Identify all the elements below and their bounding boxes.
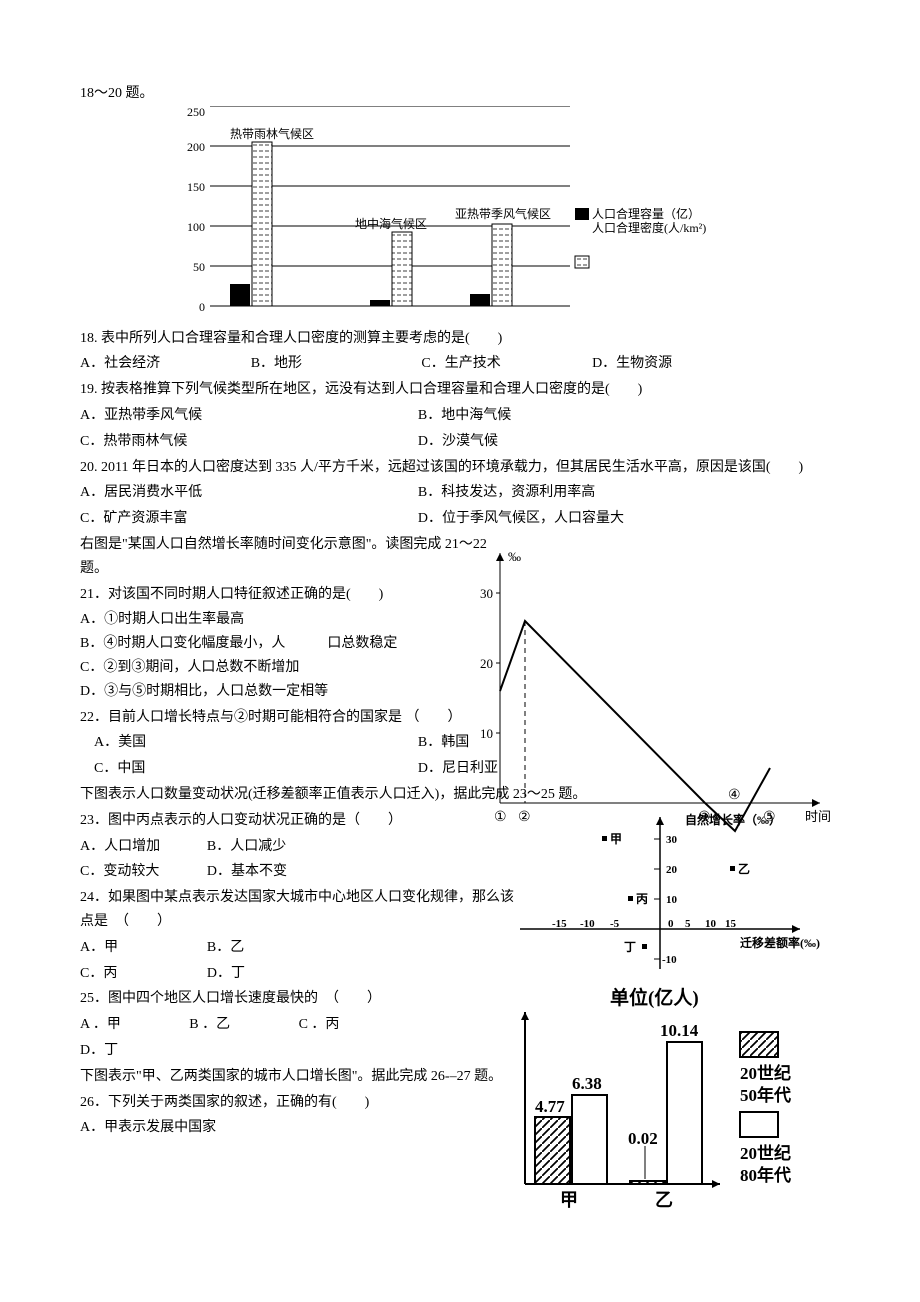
svg-text:人口合理密度(人/km²): 人口合理密度(人/km²) [592,220,706,235]
q20-options: A．居民消费水平低 B．科技发达，资源利用率高 [80,481,840,505]
svg-text:0: 0 [668,918,674,930]
svg-text:热带雨林气候区: 热带雨林气候区 [230,126,314,141]
svg-text:丙: 丙 [636,892,648,906]
svg-text:30: 30 [666,834,678,846]
q24-stem: 24．如果图中某点表示发达国家大城市中心地区人口变化规律，那么该点是 （ ） [80,886,521,934]
svg-text:80年代: 80年代 [740,1165,791,1185]
svg-text:10: 10 [705,918,717,930]
q25-opt-d[interactable]: D．丁 [80,1039,521,1063]
q21-opt-b[interactable]: B．④时期人口变化幅度最小，人 口总数稳定 [80,632,498,656]
svg-text:乙: 乙 [655,1190,673,1210]
svg-text:单位(亿人): 单位(亿人) [610,986,699,1009]
q21-stem: 21．对该国不同时期人口特征叙述正确的是( ) [80,583,498,607]
q22-stem: 22．目前人口增长特点与②时期可能相符合的国家是 （ ） [80,706,498,730]
svg-text:-10: -10 [580,918,595,930]
q25-options: A ．甲 B ．乙 C ．丙 [80,1013,521,1037]
q26-stem: 26．下列关于两类国家的叙述，正确的有( ) [80,1091,521,1115]
svg-text:4.77: 4.77 [535,1097,565,1116]
svg-text:30: 30 [480,586,493,601]
q21-opt-a[interactable]: A．①时期人口出生率最高 [80,608,498,632]
svg-text:迁移差额率(‰): 迁移差额率(‰) [740,935,820,950]
svg-text:5: 5 [685,918,691,930]
block-21-22: ‰ 时间 10 20 30 ① ② ③ ④ ⑤ 右图是"某国人口自然增长率随时间… [80,533,840,729]
q21-opt-d[interactable]: D．③与⑤时期相比，人口总数一定相等 [80,680,498,704]
svg-text:20: 20 [480,656,493,671]
svg-text:-10: -10 [662,954,677,966]
svg-text:甲: 甲 [560,1190,578,1210]
chart-climate-capacity: 0 50 100 150 200 250 热带雨林气候区 地中海气候区 亚热带季… [170,106,840,335]
svg-text:乙: 乙 [738,862,750,876]
q19-options: A．亚热带季风气候 B．地中海气候 [80,404,840,428]
q23-stem: 23．图中丙点表示的人口变动状况正确的是（ ） [80,809,521,833]
svg-text:150: 150 [187,180,205,194]
q23-opt-c[interactable]: C．变动较大 [80,860,203,884]
q20-opt-a[interactable]: A．居民消费水平低 [80,481,414,505]
q20-opt-d[interactable]: D．位于季风气候区，人口容量大 [418,507,752,531]
svg-text:‰: ‰ [508,549,521,564]
svg-text:10.14: 10.14 [660,1021,699,1040]
svg-text:0.02: 0.02 [628,1129,658,1148]
svg-text:100: 100 [187,220,205,234]
q25-stem: 25．图中四个地区人口增长速度最快的 （ ） [80,987,521,1011]
svg-text:0: 0 [199,300,205,314]
svg-text:20: 20 [666,864,678,876]
q24-opt-b[interactable]: B．乙 [207,936,330,960]
q18-opt-d[interactable]: D．生物资源 [592,352,759,376]
q23-opt-a[interactable]: A．人口增加 [80,835,203,859]
block-23-27: 自然增长率（‰） 迁移差额率(‰) -15 -10 -5 05 10 15 10 20 30… [80,809,840,1140]
q19-opt-c[interactable]: C．热带雨林气候 [80,430,414,454]
q19-opt-a[interactable]: A．亚热带季风气候 [80,404,414,428]
svg-text:④: ④ [728,788,741,803]
q20-stem: 20. 2011 年日本的人口密度达到 335 人/平方千米，远超过该国的环境承… [80,456,840,480]
svg-text:20世纪: 20世纪 [740,1143,791,1163]
q22-opt-a[interactable]: A．美国 [80,731,414,755]
q18-opt-b[interactable]: B．地形 [251,352,418,376]
q25-opt-b[interactable]: B ．乙 [189,1013,295,1037]
svg-text:10: 10 [666,894,678,906]
q19-stem: 19. 按表格推算下列气候类型所在地区，远没有达到人口合理容量和合理人口密度的是… [80,378,840,402]
q21-opt-c[interactable]: C．②到③期间，人口总数不断增加 [80,656,498,680]
q20-opt-c[interactable]: C．矿产资源丰富 [80,507,414,531]
q22-opt-c[interactable]: C．中国 [80,757,414,781]
svg-text:甲: 甲 [610,832,622,846]
q26-opt-a[interactable]: A．甲表示发展中国家 [80,1116,521,1140]
chart-urban-growth: 单位(亿人) 4.77 6.38 甲 0.02 10.14 乙 20世纪 50年… [510,984,840,1223]
svg-text:-5: -5 [610,918,620,930]
svg-text:50: 50 [193,260,205,274]
chart-migration: 自然增长率（‰） 迁移差额率(‰) -15 -10 -5 05 10 15 10 20 30… [510,809,840,988]
svg-text:亚热带季风气候区: 亚热带季风气候区 [455,206,551,221]
intro-26-27: 下图表示"甲、乙两类国家的城市人口增长图"。据此完成 26-–27 题。 [80,1065,521,1089]
q23-options: A．人口增加 B．人口减少 [80,835,521,859]
svg-text:丁: 丁 [624,940,636,954]
q19-opt-d[interactable]: D．沙漠气候 [418,430,752,454]
svg-text:6.38: 6.38 [572,1074,602,1093]
q25-opt-c[interactable]: C ．丙 [299,1013,405,1037]
chart-growth-rate: ‰ 时间 10 20 30 ① ② ③ ④ ⑤ [470,543,840,852]
svg-text:50年代: 50年代 [740,1085,791,1105]
header: 18～20 题。 [80,82,840,106]
q18-opt-a[interactable]: A．社会经济 [80,352,247,376]
svg-text:10: 10 [480,726,493,741]
q23-opt-b[interactable]: B．人口减少 [207,835,330,859]
svg-text:20世纪: 20世纪 [740,1063,791,1083]
q20-opt-b[interactable]: B．科技发达，资源利用率高 [418,481,752,505]
intro-21-22: 右图是"某国人口自然增长率随时间变化示意图"。读图完成 21～22 题。 [80,533,498,581]
svg-text:自然增长率（‰）: 自然增长率（‰） [685,812,781,827]
svg-text:-15: -15 [552,918,567,930]
q24-opt-c[interactable]: C．丙 [80,962,203,986]
svg-text:地中海气候区: 地中海气候区 [355,216,427,231]
svg-text:250: 250 [187,106,205,119]
q18-options: A．社会经济 B．地形 C．生产技术 D．生物资源 [80,352,840,376]
svg-text:15: 15 [725,918,737,930]
q23-opt-d[interactable]: D．基本不变 [207,860,330,884]
q19-opt-b[interactable]: B．地中海气候 [418,404,752,428]
svg-text:200: 200 [187,140,205,154]
q24-options: A．甲 B．乙 [80,936,521,960]
svg-text:人口合理容量（亿）: 人口合理容量（亿） [592,206,700,221]
q24-opt-a[interactable]: A．甲 [80,936,203,960]
q24-opt-d[interactable]: D．丁 [207,962,330,986]
q25-opt-a[interactable]: A ．甲 [80,1013,186,1037]
q18-opt-c[interactable]: C．生产技术 [421,352,588,376]
